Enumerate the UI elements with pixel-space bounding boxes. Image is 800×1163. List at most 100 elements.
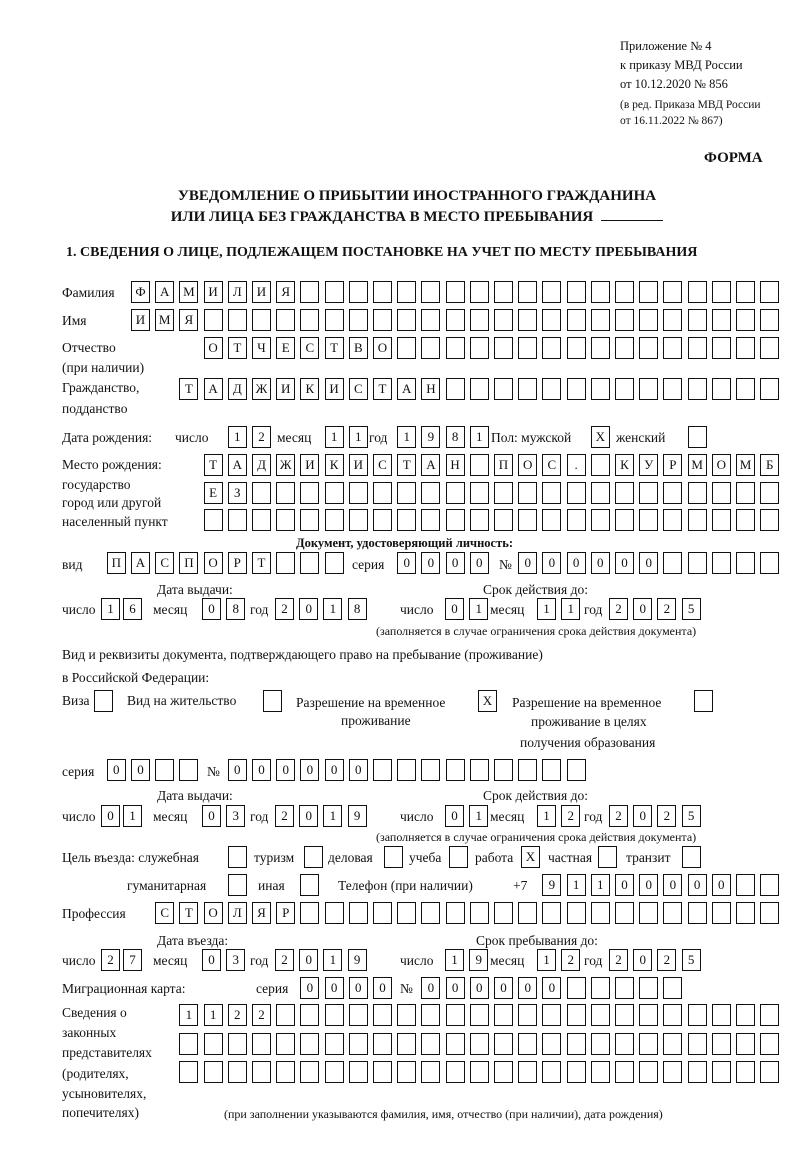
char-box[interactable] — [542, 281, 562, 303]
char-box[interactable]: 0 — [227, 759, 247, 781]
char-box[interactable]: 0 — [299, 949, 319, 971]
char-box[interactable]: Т — [397, 454, 417, 476]
char-box[interactable] — [445, 509, 465, 531]
char-box[interactable] — [494, 759, 513, 781]
char-box[interactable] — [687, 552, 707, 574]
char-box[interactable] — [682, 846, 701, 868]
char-box[interactable] — [469, 1033, 489, 1055]
char-box[interactable] — [300, 874, 319, 896]
char-box[interactable] — [736, 378, 755, 400]
char-box[interactable] — [542, 309, 562, 331]
char-box[interactable] — [687, 902, 707, 924]
char-box[interactable] — [590, 977, 610, 999]
char-box[interactable]: 9 — [542, 874, 562, 896]
char-box[interactable]: 0 — [469, 977, 489, 999]
char-box[interactable]: 0 — [299, 598, 319, 620]
char-box[interactable] — [615, 1061, 634, 1083]
char-box[interactable] — [590, 281, 610, 303]
char-box[interactable] — [445, 281, 465, 303]
char-box[interactable] — [397, 1033, 417, 1055]
char-box[interactable]: 0 — [276, 759, 296, 781]
char-box[interactable] — [566, 1033, 586, 1055]
char-box[interactable] — [324, 902, 344, 924]
char-box[interactable] — [421, 759, 441, 781]
char-box[interactable]: 1 — [445, 949, 464, 971]
char-box[interactable] — [324, 1061, 344, 1083]
char-box[interactable] — [736, 1033, 755, 1055]
char-box[interactable] — [179, 759, 199, 781]
char-box[interactable] — [94, 690, 113, 712]
char-box[interactable] — [373, 902, 392, 924]
char-box[interactable] — [469, 1004, 489, 1026]
char-box[interactable] — [421, 281, 441, 303]
char-box[interactable]: 0 — [300, 977, 320, 999]
char-box[interactable] — [494, 1033, 513, 1055]
char-box[interactable]: 2 — [561, 805, 581, 827]
char-box[interactable]: 0 — [687, 874, 707, 896]
char-box[interactable] — [445, 482, 465, 504]
char-box[interactable]: М — [179, 281, 199, 303]
char-box[interactable] — [227, 509, 247, 531]
char-box[interactable] — [445, 1004, 465, 1026]
char-box[interactable] — [494, 281, 513, 303]
char-box[interactable]: 1 — [566, 874, 586, 896]
char-box[interactable] — [203, 1033, 223, 1055]
char-box[interactable] — [518, 902, 538, 924]
char-box[interactable] — [736, 337, 755, 359]
char-box[interactable] — [397, 759, 417, 781]
char-box[interactable] — [736, 482, 755, 504]
char-box[interactable] — [252, 1061, 271, 1083]
char-box[interactable]: И — [348, 454, 368, 476]
char-box[interactable] — [324, 482, 344, 504]
char-box[interactable] — [445, 309, 465, 331]
char-box[interactable] — [469, 454, 489, 476]
char-box[interactable]: 0 — [566, 552, 586, 574]
char-box[interactable]: 0 — [106, 759, 126, 781]
char-box[interactable] — [663, 1061, 683, 1083]
char-box[interactable]: Р — [227, 552, 247, 574]
char-box[interactable] — [711, 902, 731, 924]
char-box[interactable] — [373, 759, 392, 781]
char-box[interactable] — [445, 1061, 465, 1083]
char-box[interactable]: 0 — [445, 598, 464, 620]
char-box[interactable] — [639, 1061, 659, 1083]
char-box[interactable]: 1 — [537, 949, 556, 971]
char-box[interactable] — [542, 337, 562, 359]
char-box[interactable] — [445, 1033, 465, 1055]
char-box[interactable] — [324, 552, 344, 574]
char-box[interactable]: 1 — [323, 949, 343, 971]
char-box[interactable]: О — [518, 454, 538, 476]
char-box[interactable]: 0 — [615, 874, 634, 896]
char-box[interactable] — [615, 378, 634, 400]
char-box[interactable]: П — [179, 552, 199, 574]
char-box[interactable] — [227, 1033, 247, 1055]
char-box[interactable] — [421, 509, 441, 531]
char-box[interactable]: 7 — [123, 949, 142, 971]
char-box[interactable] — [469, 309, 489, 331]
char-box[interactable] — [276, 482, 296, 504]
char-box[interactable]: К — [615, 454, 634, 476]
char-box[interactable] — [760, 1004, 780, 1026]
char-box[interactable] — [639, 337, 659, 359]
char-box[interactable]: 2 — [101, 949, 120, 971]
char-box[interactable] — [663, 378, 683, 400]
char-box[interactable]: С — [300, 337, 320, 359]
char-box[interactable] — [518, 759, 538, 781]
char-box[interactable] — [663, 902, 683, 924]
char-box[interactable] — [663, 977, 683, 999]
char-box[interactable]: Я — [252, 902, 271, 924]
char-box[interactable] — [663, 1033, 683, 1055]
char-box[interactable] — [542, 509, 562, 531]
char-box[interactable] — [228, 846, 247, 868]
char-box[interactable]: И — [131, 309, 150, 331]
char-box[interactable] — [566, 1004, 586, 1026]
char-box[interactable] — [639, 281, 659, 303]
char-box[interactable]: С — [542, 454, 562, 476]
char-box[interactable]: X — [590, 426, 610, 448]
char-box[interactable]: 0 — [252, 759, 271, 781]
char-box[interactable] — [615, 337, 634, 359]
char-box[interactable]: 9 — [469, 949, 489, 971]
char-box[interactable] — [687, 426, 707, 448]
char-box[interactable]: И — [324, 378, 344, 400]
char-box[interactable]: Н — [421, 378, 441, 400]
